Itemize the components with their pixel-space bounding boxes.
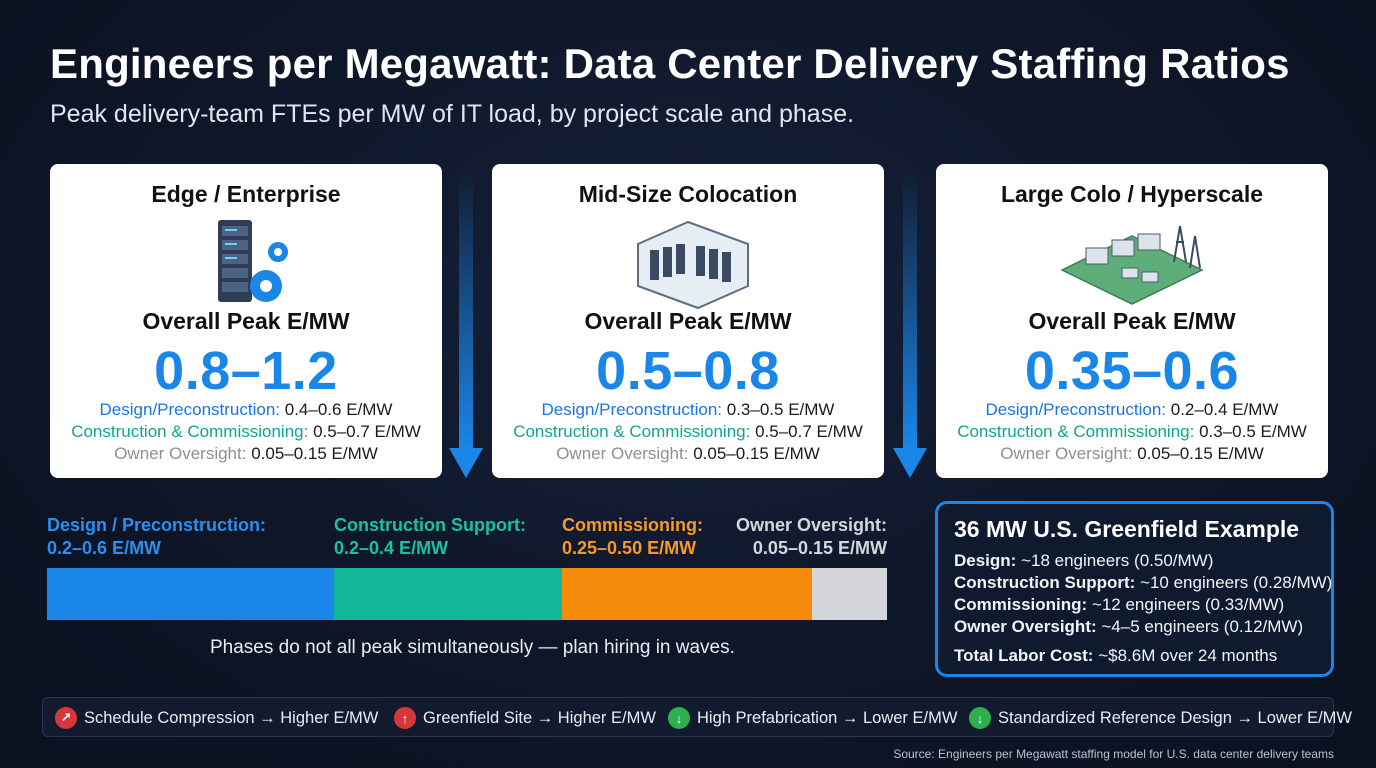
construction-value: 0.3–0.5 E/MW bbox=[1199, 422, 1307, 441]
phase-range: 0.2–0.6 E/MW bbox=[47, 538, 162, 558]
example-row: Owner Oversight: ~4–5 engineers (0.12/MW… bbox=[954, 617, 1303, 637]
factor-item: ↓ High Prefabrication → Lower E/MW bbox=[668, 707, 957, 729]
design-value: 0.4–0.6 E/MW bbox=[284, 400, 393, 419]
design-label: Design/Preconstruction: bbox=[99, 400, 281, 419]
phase-range: 0.2–0.4 E/MW bbox=[334, 538, 449, 558]
construction-label: Construction & Commissioning: bbox=[957, 422, 1195, 441]
owner-value: 0.05–0.15 E/MW bbox=[251, 444, 378, 463]
phase-range: 0.05–0.15 E/MW bbox=[752, 538, 887, 558]
phase-name: Design / Preconstruction: bbox=[47, 515, 267, 535]
example-row-label: Total Labor Cost: bbox=[954, 646, 1094, 665]
source-note: Source: Engineers per Megawatt staffing … bbox=[893, 747, 1334, 761]
design-label: Design/Preconstruction: bbox=[541, 400, 723, 419]
card-large-colo-hyperscale: Large Colo / Hyperscale Overall Peak E/M… bbox=[936, 164, 1328, 478]
example-row-text: ~12 engineers (0.33/MW) bbox=[1091, 595, 1285, 614]
factor-text: Greenfield Site → Higher E/MW bbox=[423, 708, 656, 727]
phase-range: 0.25–0.50 E/MW bbox=[562, 538, 697, 558]
example-row-label: Construction Support: bbox=[954, 573, 1136, 592]
owner-label: Owner Oversight: bbox=[556, 444, 689, 463]
factor-text: Schedule Compression → Higher E/MW bbox=[84, 708, 379, 727]
phase-name: Construction Support: bbox=[334, 515, 526, 535]
card-title: Mid-Size Colocation bbox=[578, 181, 798, 207]
phase-name: Commissioning: bbox=[562, 515, 704, 535]
page-title: Engineers per Megawatt: Data Center Deli… bbox=[50, 40, 1290, 87]
phase-name: Owner Oversight: bbox=[735, 515, 887, 535]
example-title: 36 MW U.S. Greenfield Example bbox=[954, 516, 1300, 542]
example-row-text: ~10 engineers (0.28/MW) bbox=[1140, 573, 1333, 592]
phase-bar-construction bbox=[334, 568, 562, 620]
card-edge-enterprise: Edge / Enterprise Overall Peak E/MW 0.8–… bbox=[50, 164, 442, 478]
phase-commissioning-label: Commissioning: 0.25–0.50 E/MW bbox=[562, 514, 703, 560]
construction-label: Construction & Commissioning: bbox=[513, 422, 751, 441]
construction-value: 0.5–0.7 E/MW bbox=[755, 422, 863, 441]
factor-text: Standardized Reference Design → Lower E/… bbox=[998, 708, 1352, 727]
example-box: 36 MW U.S. Greenfield Example Design: ~1… bbox=[935, 501, 1334, 677]
card-title: Edge / Enterprise bbox=[151, 181, 341, 207]
card-label: Overall Peak E/MW bbox=[142, 308, 350, 334]
hyperscale-campus-icon bbox=[1060, 225, 1204, 305]
owner-value: 0.05–0.15 E/MW bbox=[693, 444, 820, 463]
card-value: 0.35–0.6 bbox=[1024, 341, 1240, 401]
factor-item: ↗ Schedule Compression → Higher E/MW bbox=[55, 707, 378, 729]
page-subtitle: Peak delivery-team FTEs per MW of IT loa… bbox=[50, 100, 855, 128]
example-row-label: Owner Oversight: bbox=[954, 617, 1097, 636]
design-value: 0.3–0.5 E/MW bbox=[726, 400, 835, 419]
example-row-text: ~$8.6M over 24 months bbox=[1098, 646, 1278, 665]
construction-label: Construction & Commissioning: bbox=[71, 422, 309, 441]
design-value: 0.2–0.4 E/MW bbox=[1170, 400, 1279, 419]
card-mid-size-colocation: Mid-Size Colocation Overall Peak E/MW 0.… bbox=[492, 164, 884, 478]
owner-label: Owner Oversight: bbox=[1000, 444, 1133, 463]
phase-construction-label: Construction Support: 0.2–0.4 E/MW bbox=[334, 514, 526, 560]
server-rack-gear-icon bbox=[218, 220, 288, 302]
arrow-down-icon: ↓ bbox=[668, 707, 690, 729]
factor-item: ↑ Greenfield Site → Higher E/MW bbox=[394, 707, 656, 729]
card-label: Overall Peak E/MW bbox=[584, 308, 792, 334]
owner-value: 0.05–0.15 E/MW bbox=[1137, 444, 1264, 463]
construction-value: 0.5–0.7 E/MW bbox=[313, 422, 421, 441]
down-arrow-icon bbox=[893, 168, 927, 478]
example-row-label: Commissioning: bbox=[954, 595, 1088, 614]
arrow-up-right-icon: ↗ bbox=[55, 707, 77, 729]
factors-bar: ↗ Schedule Compression → Higher E/MW ↑ G… bbox=[42, 697, 1352, 737]
example-total-row: Total Labor Cost: ~$8.6M over 24 months bbox=[954, 646, 1277, 666]
example-row-text: ~18 engineers (0.50/MW) bbox=[1021, 551, 1214, 570]
card-value: 0.5–0.8 bbox=[596, 341, 780, 401]
phase-bar-design bbox=[47, 568, 334, 620]
card-title: Large Colo / Hyperscale bbox=[1000, 181, 1264, 207]
factor-text: High Prefabrication → Lower E/MW bbox=[697, 708, 958, 727]
phase-bar-commissioning bbox=[562, 568, 812, 620]
example-row-label: Design: bbox=[954, 551, 1017, 570]
colocation-hall-icon bbox=[637, 220, 749, 310]
phase-note: Phases do not all peak simultaneously — … bbox=[210, 637, 735, 658]
phase-design-label: Design / Preconstruction: 0.2–0.6 E/MW bbox=[47, 514, 266, 560]
card-value: 0.8–1.2 bbox=[154, 341, 338, 401]
factor-item: ↓ Standardized Reference Design → Lower … bbox=[969, 707, 1352, 729]
phase-owner-label: Owner Oversight: 0.05–0.15 E/MW bbox=[700, 514, 887, 560]
example-row: Construction Support: ~10 engineers (0.2… bbox=[954, 573, 1332, 593]
card-label: Overall Peak E/MW bbox=[1028, 308, 1236, 334]
owner-label: Owner Oversight: bbox=[114, 444, 247, 463]
example-row-text: ~4–5 engineers (0.12/MW) bbox=[1101, 617, 1304, 636]
example-row: Design: ~18 engineers (0.50/MW) bbox=[954, 551, 1213, 571]
design-label: Design/Preconstruction: bbox=[985, 400, 1167, 419]
arrow-up-icon: ↑ bbox=[394, 707, 416, 729]
example-row: Commissioning: ~12 engineers (0.33/MW) bbox=[954, 595, 1284, 615]
phase-bar-owner bbox=[812, 568, 887, 620]
down-arrow-icon bbox=[449, 168, 483, 478]
arrow-down-icon: ↓ bbox=[969, 707, 991, 729]
